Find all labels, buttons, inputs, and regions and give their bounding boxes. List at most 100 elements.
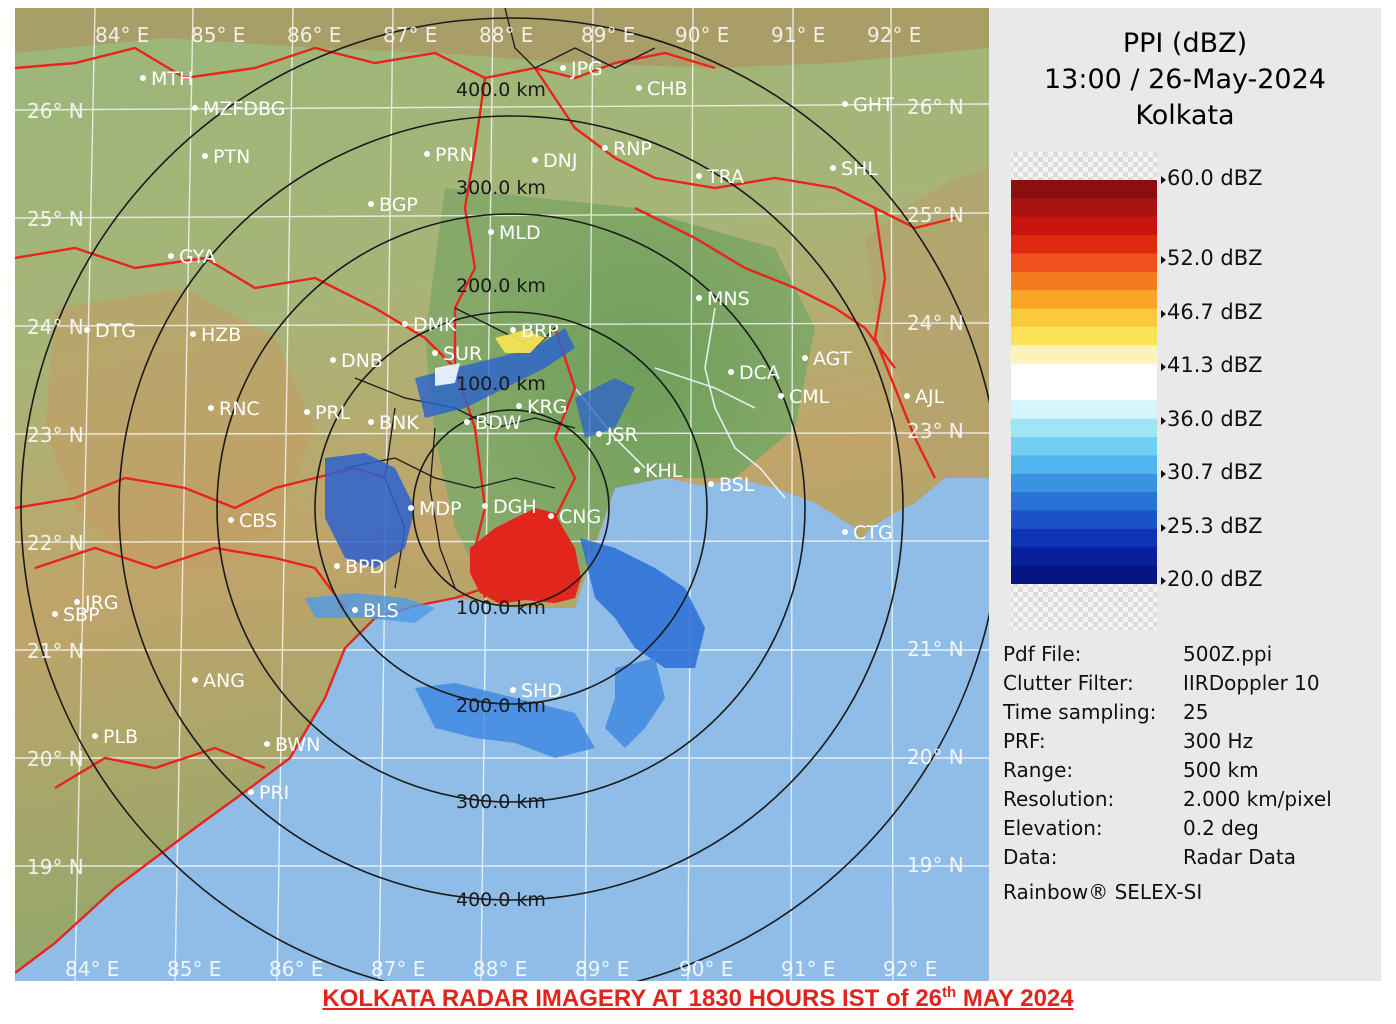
echo-cluster-center <box>575 378 635 438</box>
lon-label-bottom: 84° E <box>65 957 119 981</box>
echo-white-north <box>435 363 460 386</box>
lat-label-right: 26° N <box>907 95 964 119</box>
station-label: PRL <box>315 402 351 424</box>
range-ring-500 <box>20 17 989 981</box>
station-dot <box>228 517 234 523</box>
station-label: SHD <box>521 680 562 702</box>
lon-label-bottom: 87° E <box>371 957 425 981</box>
station-label: DGH <box>493 496 537 518</box>
station-label: MNS <box>707 288 750 310</box>
station-dot <box>464 419 470 425</box>
range-ring-300 <box>216 213 806 803</box>
station-dot <box>830 165 836 171</box>
metadata-key: Pdf File: <box>1003 642 1082 666</box>
graticule-labels: 84° E 85° E 86° E 87° E 88° E 89° E 90° … <box>27 23 964 981</box>
colorbar-swatch <box>1011 400 1157 420</box>
station-dot <box>304 409 310 415</box>
station-label: BWN <box>275 734 320 756</box>
station-label: SUR <box>443 343 482 365</box>
colorbar-swatch <box>1011 473 1157 493</box>
station-label: CTG <box>853 522 893 544</box>
station-dot <box>74 599 80 605</box>
station-label: RNC <box>219 398 260 420</box>
station-dot <box>330 357 336 363</box>
station-label: BGP <box>379 194 418 216</box>
station-label: CNG <box>559 506 601 528</box>
station-dot <box>696 173 702 179</box>
station-dot <box>402 321 408 327</box>
station-dot <box>192 105 198 111</box>
station-label: MZFDBG <box>203 98 285 120</box>
station-label: DNJ <box>543 150 577 172</box>
lon-label-bottom: 89° E <box>575 957 629 981</box>
station-dot <box>92 733 98 739</box>
lat-label-left: 26° N <box>27 99 84 123</box>
colorbar-tick <box>1161 256 1166 264</box>
metadata-key: Elevation: <box>1003 816 1103 840</box>
station-label: BPD <box>345 556 384 578</box>
color-scale <box>1011 152 1166 630</box>
scale-label: 25.3 dBZ <box>1167 514 1263 538</box>
station-label: HZB <box>201 324 241 346</box>
station-label: DCA <box>739 362 780 384</box>
station-label: RNP <box>613 138 652 160</box>
range-label: 400.0 km <box>456 79 546 101</box>
colorbar-tick <box>1161 470 1166 478</box>
station-dot <box>778 393 784 399</box>
lon-label-top: 89° E <box>581 23 635 47</box>
plateau <box>45 288 315 568</box>
colorbar-swatch <box>1011 198 1157 218</box>
colorbar-tick <box>1161 417 1166 425</box>
station-label: DTG <box>95 320 136 342</box>
colorbar-tick-marks <box>1161 176 1166 585</box>
colorbar-swatch <box>1011 180 1157 199</box>
radar-map: 100.0 km 200.0 km 300.0 km 400.0 km 100.… <box>15 8 989 981</box>
metadata-key: Time sampling: <box>1003 700 1157 724</box>
colorbar-swatch <box>1011 547 1157 567</box>
station-label: AGT <box>813 348 852 370</box>
station-label: CML <box>789 386 830 408</box>
lon-label-bottom: 85° E <box>167 957 221 981</box>
station-label: JSR <box>606 424 638 446</box>
range-label: 100.0 km <box>456 597 546 619</box>
lat-label-left: 25° N <box>27 207 84 231</box>
station-dot <box>532 157 538 163</box>
scale-label: 30.7 dBZ <box>1167 460 1263 484</box>
lat-label-left: 21° N <box>27 639 84 663</box>
range-label: 100.0 km <box>456 373 546 395</box>
station-dot <box>708 481 714 487</box>
metadata-value: Radar Data <box>1183 845 1296 869</box>
colorbar-cap-top <box>1011 152 1157 180</box>
station-label: KRG <box>527 396 567 418</box>
metadata-value: 25 <box>1183 700 1209 724</box>
station-label: BSL <box>719 474 755 496</box>
range-label: 400.0 km <box>456 889 546 911</box>
lon-label-top: 85° E <box>191 23 245 47</box>
station-label: AJL <box>915 386 945 408</box>
station-dot <box>264 741 270 747</box>
range-label: 200.0 km <box>456 275 546 297</box>
lon-label-top: 92° E <box>867 23 921 47</box>
lat-label-right: 24° N <box>907 311 964 335</box>
station-dot <box>548 513 554 519</box>
station-label: KHL <box>645 460 683 482</box>
echo-cluster-west <box>325 453 415 568</box>
station-dot <box>510 687 516 693</box>
colorbar-swatch <box>1011 216 1157 236</box>
caption-suffix: MAY 2024 <box>956 985 1074 1012</box>
range-labels: 100.0 km 200.0 km 300.0 km 400.0 km 100.… <box>456 79 546 911</box>
colorbar-swatch <box>1011 418 1157 438</box>
range-label: 300.0 km <box>456 177 546 199</box>
colorbar-swatch <box>1011 308 1157 328</box>
station-dot <box>842 101 848 107</box>
lon-label-top: 90° E <box>675 23 729 47</box>
colorbar-swatch <box>1011 345 1157 365</box>
lat-label-left: 20° N <box>27 747 84 771</box>
station-dot <box>368 201 374 207</box>
station-dot <box>334 563 340 569</box>
lon-label-top: 87° E <box>383 23 437 47</box>
metadata-value: IIRDoppler 10 <box>1183 671 1320 695</box>
caption-superscript: th <box>942 984 957 1001</box>
metadata-key: Range: <box>1003 758 1074 782</box>
scale-label: 60.0 dBZ <box>1167 166 1263 190</box>
